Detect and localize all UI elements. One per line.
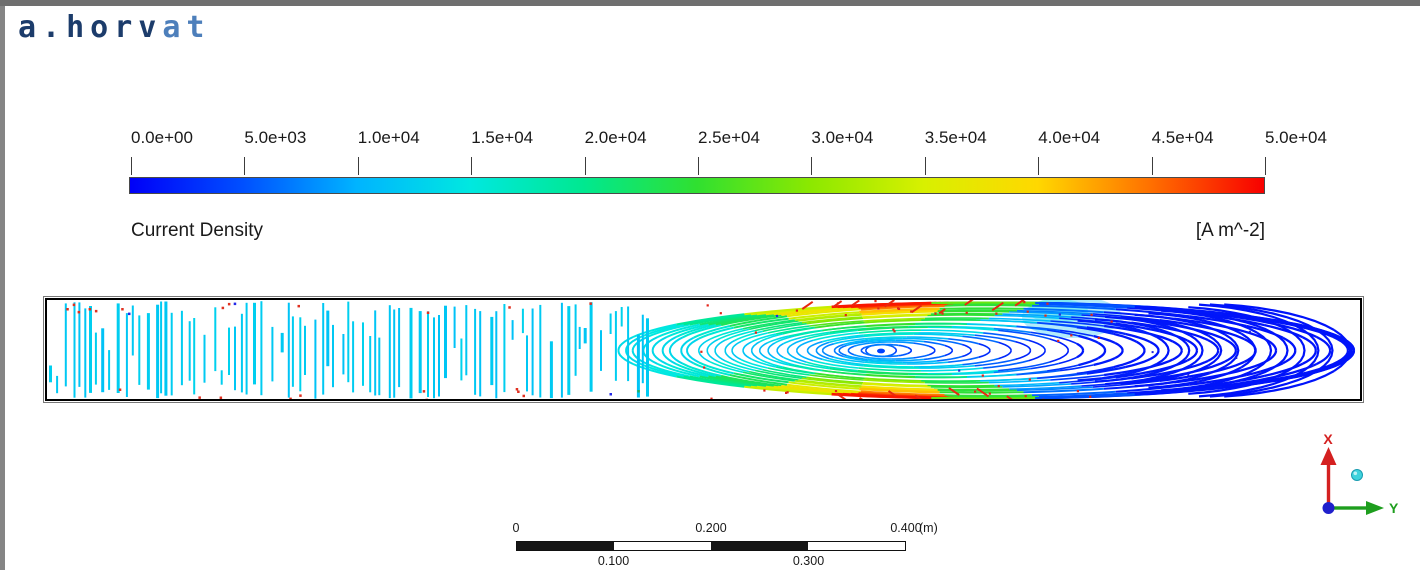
window-frame-left — [0, 6, 5, 570]
colorbar-tick — [811, 157, 813, 175]
colorbar-tick — [131, 157, 132, 175]
colorbar-tick-label: 5.0e+04 — [1265, 128, 1327, 147]
z-axis-origin-dot — [1322, 502, 1335, 514]
colorbar-gradient — [129, 177, 1265, 194]
colorbar-tick — [924, 157, 926, 175]
colorbar-tick — [357, 157, 359, 175]
x-axis-label: X — [1323, 432, 1333, 447]
x-axis-arrow-icon — [1320, 447, 1337, 465]
username-watermark-part1: a.horv — [18, 10, 163, 45]
x-axis-shaft — [1326, 462, 1331, 509]
y-axis-label: Y — [1389, 500, 1399, 516]
flow-domain — [43, 296, 1364, 403]
scale-ruler-label: 0.200 — [695, 521, 727, 535]
y-axis-shaft — [1330, 506, 1368, 510]
colorbar-tick — [1038, 157, 1040, 175]
colorbar-tick — [244, 157, 246, 175]
colorbar-tick — [698, 157, 699, 175]
colorbar-tick — [1265, 157, 1266, 175]
colorbar-tick-label: 2.5e+04 — [698, 128, 760, 147]
scale-ruler-label: 0 — [512, 521, 520, 535]
colorbar-tick-label: 3.0e+04 — [811, 128, 874, 147]
colorbar-legend: Current Density [A m^-2] 0.0e+00 5.0e+03 1… — [129, 128, 1327, 250]
y-axis-arrow-icon — [1366, 501, 1384, 515]
scale-ruler-bar — [516, 541, 906, 551]
scale-ruler-segment — [808, 542, 905, 550]
colorbar-tick-label: 1.0e+04 — [357, 128, 420, 147]
flow-domain-inner — [45, 298, 1362, 401]
colorbar-tick — [584, 157, 586, 175]
reference-sphere-highlight — [1353, 471, 1358, 476]
legend-units: [A m^-2] — [1195, 220, 1265, 241]
reference-sphere-icon — [1351, 469, 1363, 481]
streamline-field — [49, 300, 1356, 399]
colorbar-tick-label: 3.5e+04 — [924, 128, 987, 147]
axis-triad: X Y — [1320, 432, 1399, 516]
scale-ruler-segment — [614, 542, 711, 550]
colorbar-tick-label: 0.0e+00 — [131, 128, 193, 147]
scale-ruler-label: 0.400 — [890, 521, 922, 535]
colorbar-tick — [1151, 157, 1153, 175]
colorbar-tick — [471, 157, 473, 175]
legend-title: Current Density — [131, 220, 263, 241]
colorbar-tick-label: 1.5e+04 — [471, 128, 534, 147]
colorbar-tick-label: 2.0e+04 — [584, 128, 647, 147]
streamline-plot — [49, 300, 1356, 399]
scale-ruler-segment — [517, 542, 614, 550]
colorbar-tick-label: 4.0e+04 — [1038, 128, 1101, 147]
scale-ruler-label: 0.100 — [597, 554, 630, 568]
scale-ruler-unit: (m) — [919, 521, 938, 535]
username-watermark-part2: at — [162, 10, 211, 45]
scale-ruler-segment — [711, 542, 808, 550]
username-watermark: a.horvat — [18, 10, 211, 45]
scale-ruler-label: 0.300 — [792, 554, 825, 568]
window-frame-top — [0, 0, 1420, 6]
scale-ruler: (m) 0 0.200 0.400 0.100 0.300 — [512, 521, 946, 568]
colorbar-tick-label: 4.5e+04 — [1151, 128, 1214, 147]
colorbar-tick-label: 5.0e+03 — [244, 128, 307, 147]
